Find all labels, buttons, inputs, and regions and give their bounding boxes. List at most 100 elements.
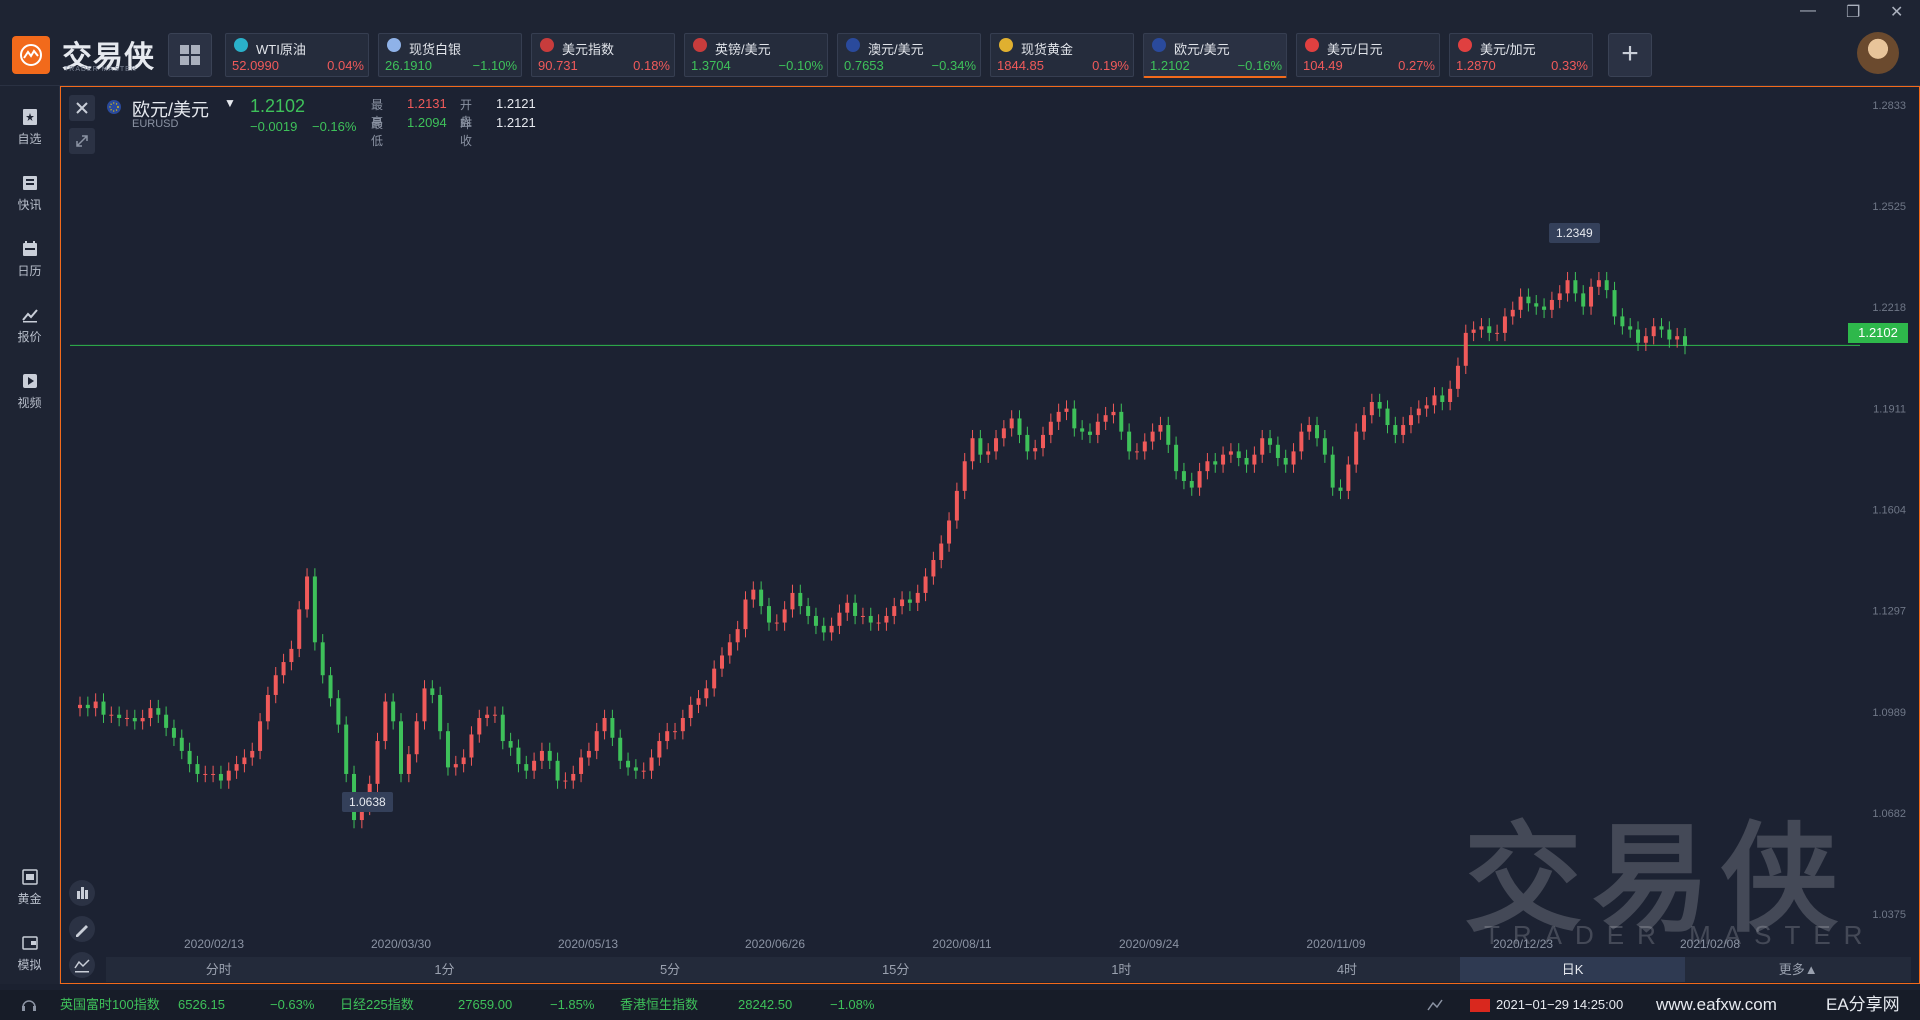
candle [735, 620, 740, 651]
add-ticker-button[interactable]: + [1608, 33, 1652, 77]
sidebar-item-label: 模拟 [17, 958, 42, 972]
candle [1643, 327, 1648, 351]
app-logo-subtitle: TRADER MASTER [64, 66, 137, 73]
current-price-tag: 1.2102 [1848, 323, 1908, 343]
candle [1001, 420, 1006, 447]
minimize-button[interactable]: — [1800, 2, 1816, 19]
draw-tool-button[interactable] [69, 916, 95, 942]
candle [892, 597, 897, 625]
candle [469, 726, 474, 766]
candle [1479, 318, 1484, 338]
news-icon [22, 176, 37, 190]
candle [305, 568, 310, 618]
tab-timeframe[interactable]: 1分 [434, 962, 455, 977]
sidebar-item-watchlist[interactable]: 自选 [0, 96, 59, 156]
candle [1009, 410, 1014, 437]
candle [1307, 416, 1312, 440]
index-value: 27659.00 [458, 997, 513, 1012]
collapse-chart-button[interactable] [69, 128, 95, 154]
candle [1150, 423, 1155, 450]
x-tick-label: 2020/12/23 [1493, 937, 1553, 951]
ticker-name: 欧元/美元 [1174, 42, 1230, 57]
close-chart-button[interactable] [69, 95, 95, 121]
candle [931, 551, 936, 585]
symbol-name[interactable]: 欧元/美元 [132, 100, 210, 120]
candle [618, 729, 623, 770]
candle [101, 693, 106, 723]
index-value: 28242.50 [738, 997, 793, 1012]
avatar[interactable] [1857, 32, 1899, 74]
layout-grid-button[interactable] [168, 33, 212, 77]
ticker-card[interactable]: 美元/加元 1.2870 0.33% [1449, 33, 1593, 77]
candle [626, 752, 631, 776]
close-icon [76, 102, 88, 114]
candle [1158, 416, 1163, 440]
y-tick-label: 1.2218 [1872, 302, 1906, 314]
tab-timeframe[interactable]: 1时 [1111, 962, 1132, 977]
candle [124, 709, 129, 727]
site-url[interactable]: www.eafxw.com [1656, 995, 1777, 1014]
candle [1393, 416, 1398, 444]
candle [218, 765, 223, 789]
x-tick-label: 2020/06/26 [745, 937, 805, 951]
y-tick-label: 1.0989 [1872, 707, 1906, 719]
candle [1581, 285, 1586, 315]
candle [445, 722, 450, 776]
candle [453, 755, 458, 776]
symbol-dropdown-icon[interactable]: ▼ [224, 96, 236, 110]
candle [1510, 301, 1515, 325]
candlestick-chart[interactable]: 1.2833 1.2525 1.2218 1.1911 1.1604 1.1297 1.09… [60, 86, 1920, 956]
candle [665, 722, 670, 750]
candle [312, 568, 317, 651]
sidebar-item-label: 黄金 [17, 892, 42, 906]
candle [289, 640, 294, 671]
candle [727, 634, 732, 664]
line-chart-icon [74, 959, 90, 973]
candle [461, 749, 466, 773]
candle [759, 581, 764, 615]
ticker-card[interactable]: 欧元/美元 1.2102 −0.16% [1143, 33, 1287, 78]
sidebar-item-quote[interactable]: 报价 [0, 294, 59, 354]
candle [1033, 439, 1038, 460]
sidebar-item-calendar[interactable]: 日历 [0, 228, 59, 288]
tab-timeframe[interactable]: 4时 [1336, 962, 1358, 977]
candle [633, 759, 638, 779]
chart-type-button[interactable] [69, 952, 95, 978]
candle [1683, 327, 1687, 355]
tab-timeframe[interactable]: 日K [1459, 957, 1686, 982]
ticker-card[interactable]: 美元/日元 104.49 0.27% [1296, 33, 1440, 77]
candle [344, 716, 349, 783]
sidebar-item-simulate[interactable]: 模拟 [0, 922, 59, 982]
watermark-text: 交易侠 [1464, 814, 1849, 946]
candle [907, 591, 912, 612]
ticker-card[interactable]: 澳元/美元 0.7653 −0.34% [837, 33, 981, 77]
tab-timeframe[interactable]: 分时 [205, 962, 232, 977]
restore-button[interactable]: ❐ [1846, 4, 1861, 21]
ticker-card[interactable]: 英镑/美元 1.3704 −0.10% [684, 33, 828, 77]
sidebar-item-video[interactable]: 视频 [0, 360, 59, 420]
y-tick-label: 1.1604 [1872, 504, 1906, 516]
sidebar-item-gold[interactable]: 黄金 [0, 856, 59, 916]
candle [391, 693, 396, 730]
ticker-price: 0.7653 [844, 58, 884, 73]
candle [1455, 357, 1460, 398]
candle [1346, 456, 1351, 500]
ticker-price: 1.3704 [691, 58, 731, 73]
tab-timeframe[interactable]: 更多▲ [1778, 962, 1818, 977]
ticker-card[interactable]: 美元指数 90.731 0.18% [531, 33, 675, 77]
ticker-card[interactable]: WTI原油 52.0990 0.04% [225, 33, 369, 77]
close-window-button[interactable]: ✕ [1890, 4, 1904, 21]
chart-panel[interactable] [60, 86, 1920, 984]
candle [1064, 400, 1069, 421]
ticker-card[interactable]: 现货黄金 1844.85 0.19% [990, 33, 1134, 77]
indicator-tool-button[interactable] [69, 880, 95, 906]
ticker-card[interactable]: 现货白银 26.1910 −1.10% [378, 33, 522, 77]
candle [641, 762, 646, 779]
candle [1502, 308, 1507, 342]
tab-timeframe[interactable]: 15分 [881, 962, 910, 977]
candle [712, 660, 717, 697]
tab-timeframe[interactable]: 5分 [659, 962, 681, 977]
sidebar-item-news[interactable]: 快讯 [0, 162, 59, 222]
candle [1041, 426, 1045, 457]
candle [868, 607, 873, 631]
